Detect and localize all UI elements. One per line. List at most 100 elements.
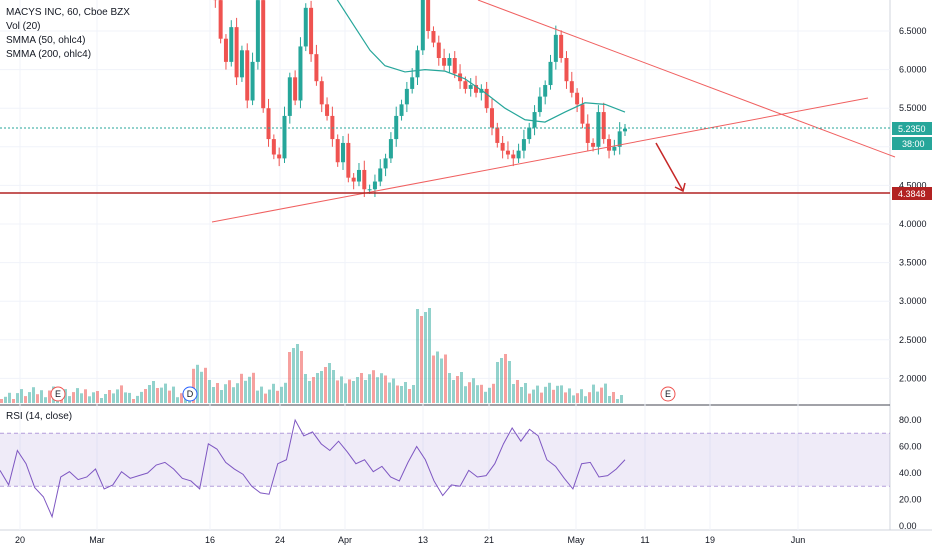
volume-bar: [608, 396, 611, 403]
volume-bar: [32, 387, 35, 403]
volume-bar: [64, 389, 67, 403]
candle-body: [431, 31, 436, 43]
rsi-tick-label: 40.00: [899, 468, 922, 478]
chart-legend: MACYS INC, 60, Cboe BZX Vol (20) SMMA (5…: [6, 6, 130, 62]
volume-bar: [412, 385, 415, 403]
volume-bar: [252, 372, 255, 403]
candle-body: [399, 104, 404, 116]
volume-bar: [484, 391, 487, 403]
candle-body: [239, 50, 244, 78]
volume-bar: [456, 376, 459, 403]
event-marker[interactable]: [50, 386, 66, 402]
candle-body: [537, 96, 542, 113]
volume-bar: [256, 390, 259, 403]
time-tick-label: Jun: [791, 535, 806, 545]
legend-volume[interactable]: Vol (20): [6, 21, 41, 32]
symbol-title[interactable]: MACYS INC, 60, Cboe BZX: [6, 7, 130, 18]
volume-bar: [336, 380, 339, 403]
candle-body: [548, 61, 553, 86]
volume-bar: [308, 381, 311, 403]
volume-bar: [44, 397, 47, 403]
candle-body: [277, 154, 282, 159]
candle-body: [383, 158, 388, 169]
volume-bar: [132, 399, 135, 403]
candle-body: [335, 139, 340, 163]
support-price-value: 4.3848: [898, 189, 926, 199]
volume-bar: [168, 390, 171, 403]
volume-bar: [120, 385, 123, 403]
candle-body: [266, 108, 271, 140]
volume-bar: [520, 387, 523, 403]
volume-bar: [124, 392, 127, 403]
trend-drawings[interactable]: [0, 0, 896, 223]
volume-bar: [612, 392, 615, 403]
volume-bar: [452, 380, 455, 403]
time-tick-label: 11: [640, 535, 649, 545]
volume-bar: [224, 384, 227, 403]
volume-bar: [48, 390, 51, 403]
volume-bar: [260, 386, 263, 403]
candle-body: [543, 85, 548, 97]
candle-body: [250, 61, 255, 101]
candle-body: [303, 7, 308, 47]
upper-trendline[interactable]: [477, 0, 896, 158]
volume-bar: [436, 351, 439, 403]
rsi-tick-label: 80.00: [899, 415, 922, 425]
volume-bar: [492, 383, 495, 403]
rsi-line: [0, 418, 626, 519]
lower-trendline[interactable]: [211, 97, 869, 223]
legend-smma-50[interactable]: SMMA (50, ohlc4): [6, 35, 86, 46]
volume-bar: [368, 374, 371, 403]
rsi-pane: [0, 418, 890, 519]
volume-bar: [388, 382, 391, 403]
candle-body: [596, 112, 601, 147]
volume-bar: [588, 392, 591, 403]
price-tick-label: 2.5000: [899, 335, 927, 345]
volume-bar: [352, 381, 355, 403]
volume-bar: [472, 378, 475, 403]
breakdown-arrow-shaft[interactable]: [655, 142, 684, 192]
candle-body: [309, 7, 314, 55]
candle-body: [447, 58, 452, 66]
time-tick-label: 19: [705, 535, 715, 545]
candle-body: [346, 142, 351, 178]
volume-bar: [312, 377, 315, 403]
volume-bar: [460, 372, 463, 403]
volume-bar: [0, 399, 3, 403]
volume-bar: [568, 388, 571, 403]
volume-bar: [300, 351, 303, 403]
candle-body: [325, 104, 330, 116]
time-tick-label: 24: [275, 535, 285, 545]
legend-smma-200[interactable]: SMMA (200, ohlc4): [6, 49, 92, 60]
candle-body: [420, 0, 425, 51]
volume-bar: [592, 384, 595, 403]
volume-bar: [88, 396, 91, 403]
volume-bar: [376, 377, 379, 403]
volume-bar: [552, 389, 555, 403]
volume-bar: [512, 384, 515, 403]
volume-bar: [68, 396, 71, 403]
price-tick-label: 3.5000: [899, 258, 927, 268]
candle-body: [245, 50, 250, 101]
candlesticks: [213, 0, 627, 197]
candle-body: [367, 189, 372, 191]
breakdown-arrow-head[interactable]: [674, 182, 686, 193]
countdown-tag: [892, 137, 932, 150]
candle-body: [532, 112, 537, 128]
volume-bar: [536, 385, 539, 403]
volume-bar: [344, 383, 347, 403]
candle-body: [484, 88, 489, 109]
rsi-legend[interactable]: RSI (14, close): [6, 411, 73, 422]
event-marker[interactable]: [660, 386, 676, 402]
candle-body: [569, 81, 574, 93]
candle-body: [319, 81, 324, 105]
candle-body: [495, 127, 500, 143]
volume-bar: [508, 361, 511, 403]
event-marker[interactable]: [182, 386, 198, 402]
volume-bar: [404, 382, 407, 403]
volume-bar: [384, 375, 387, 403]
price-tick-label: 3.0000: [899, 296, 927, 306]
volume-bar: [448, 373, 451, 403]
